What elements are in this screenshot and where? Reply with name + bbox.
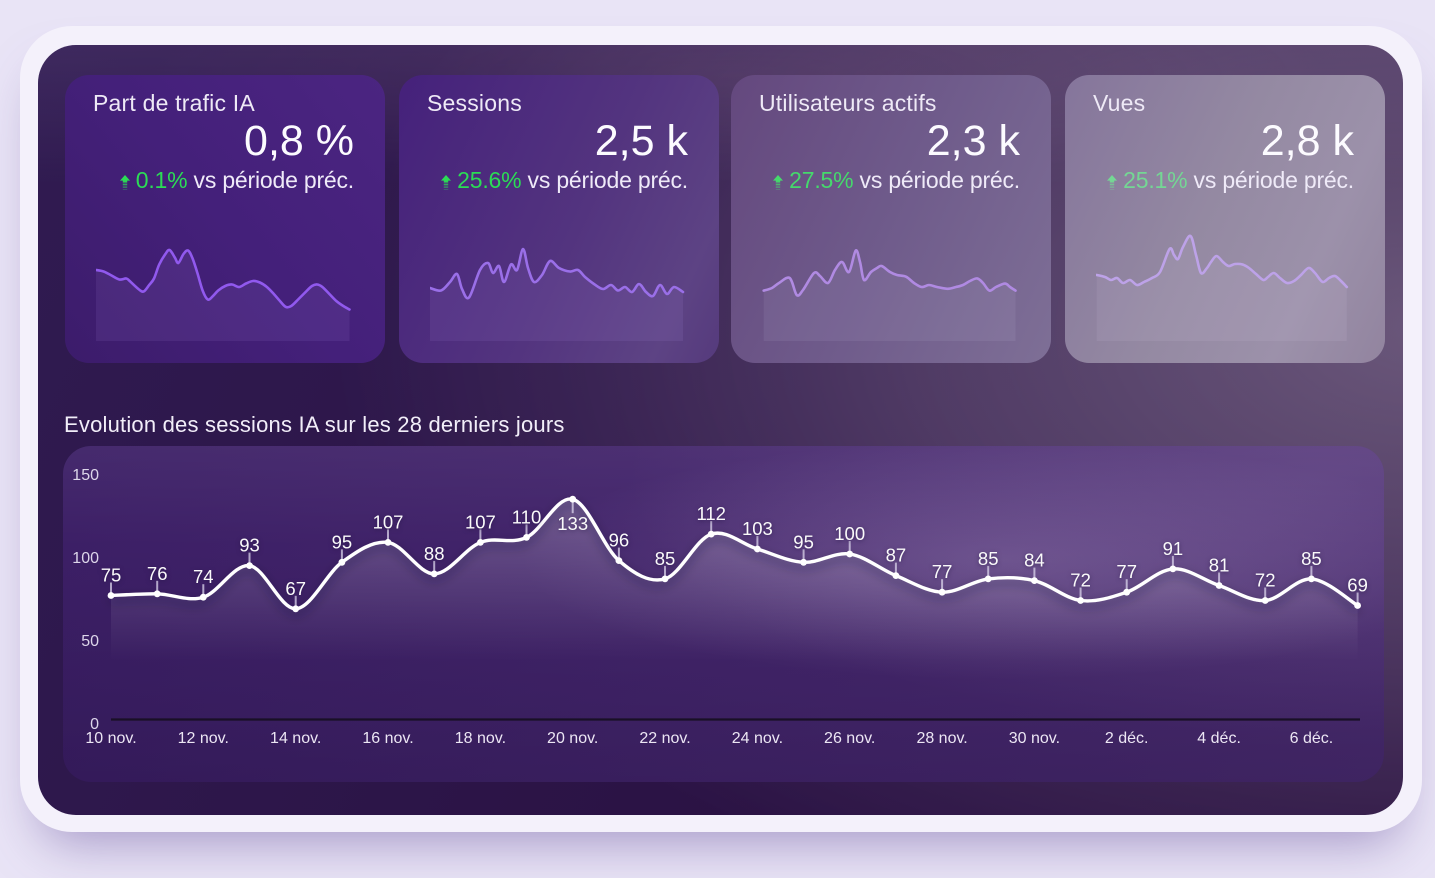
svg-text:12 nov.: 12 nov.: [178, 730, 229, 747]
svg-text:72: 72: [1255, 570, 1276, 591]
svg-text:4 déc.: 4 déc.: [1197, 730, 1241, 747]
svg-text:2 déc.: 2 déc.: [1105, 730, 1149, 747]
svg-text:107: 107: [465, 511, 496, 532]
svg-text:74: 74: [193, 566, 214, 587]
svg-text:100: 100: [72, 550, 99, 567]
svg-text:10 nov.: 10 nov.: [85, 730, 136, 747]
svg-text:30 nov.: 30 nov.: [1009, 730, 1060, 747]
svg-text:50: 50: [81, 633, 99, 650]
svg-text:24 nov.: 24 nov.: [732, 730, 783, 747]
svg-text:87: 87: [886, 545, 907, 566]
svg-text:22 nov.: 22 nov.: [639, 730, 690, 747]
svg-text:85: 85: [1301, 548, 1322, 569]
svg-text:93: 93: [239, 535, 260, 556]
svg-text:95: 95: [332, 531, 353, 552]
svg-text:88: 88: [424, 543, 445, 564]
svg-text:77: 77: [932, 561, 953, 582]
svg-text:72: 72: [1070, 570, 1091, 591]
svg-text:85: 85: [655, 548, 676, 569]
svg-text:26 nov.: 26 nov.: [824, 730, 875, 747]
svg-text:28 nov.: 28 nov.: [916, 730, 967, 747]
svg-text:6 déc.: 6 déc.: [1290, 730, 1334, 747]
svg-text:85: 85: [978, 548, 999, 569]
svg-text:0: 0: [90, 716, 99, 733]
svg-text:84: 84: [1024, 550, 1045, 571]
svg-text:95: 95: [793, 531, 814, 552]
svg-text:100: 100: [834, 523, 865, 544]
svg-text:110: 110: [512, 506, 542, 527]
svg-text:112: 112: [696, 503, 726, 524]
svg-text:20 nov.: 20 nov.: [547, 730, 598, 747]
svg-text:75: 75: [101, 565, 122, 586]
svg-text:96: 96: [609, 530, 630, 551]
svg-text:77: 77: [1116, 561, 1137, 582]
svg-text:18 nov.: 18 nov.: [455, 730, 506, 747]
svg-text:76: 76: [147, 563, 168, 584]
svg-text:103: 103: [742, 518, 773, 539]
svg-text:16 nov.: 16 nov.: [362, 730, 413, 747]
svg-text:133: 133: [557, 513, 588, 534]
svg-text:91: 91: [1163, 538, 1184, 559]
svg-text:150: 150: [72, 467, 99, 484]
svg-text:67: 67: [285, 578, 306, 599]
svg-text:69: 69: [1347, 575, 1368, 596]
svg-text:81: 81: [1209, 555, 1230, 576]
svg-text:14 nov.: 14 nov.: [270, 730, 321, 747]
svg-text:107: 107: [373, 511, 404, 532]
